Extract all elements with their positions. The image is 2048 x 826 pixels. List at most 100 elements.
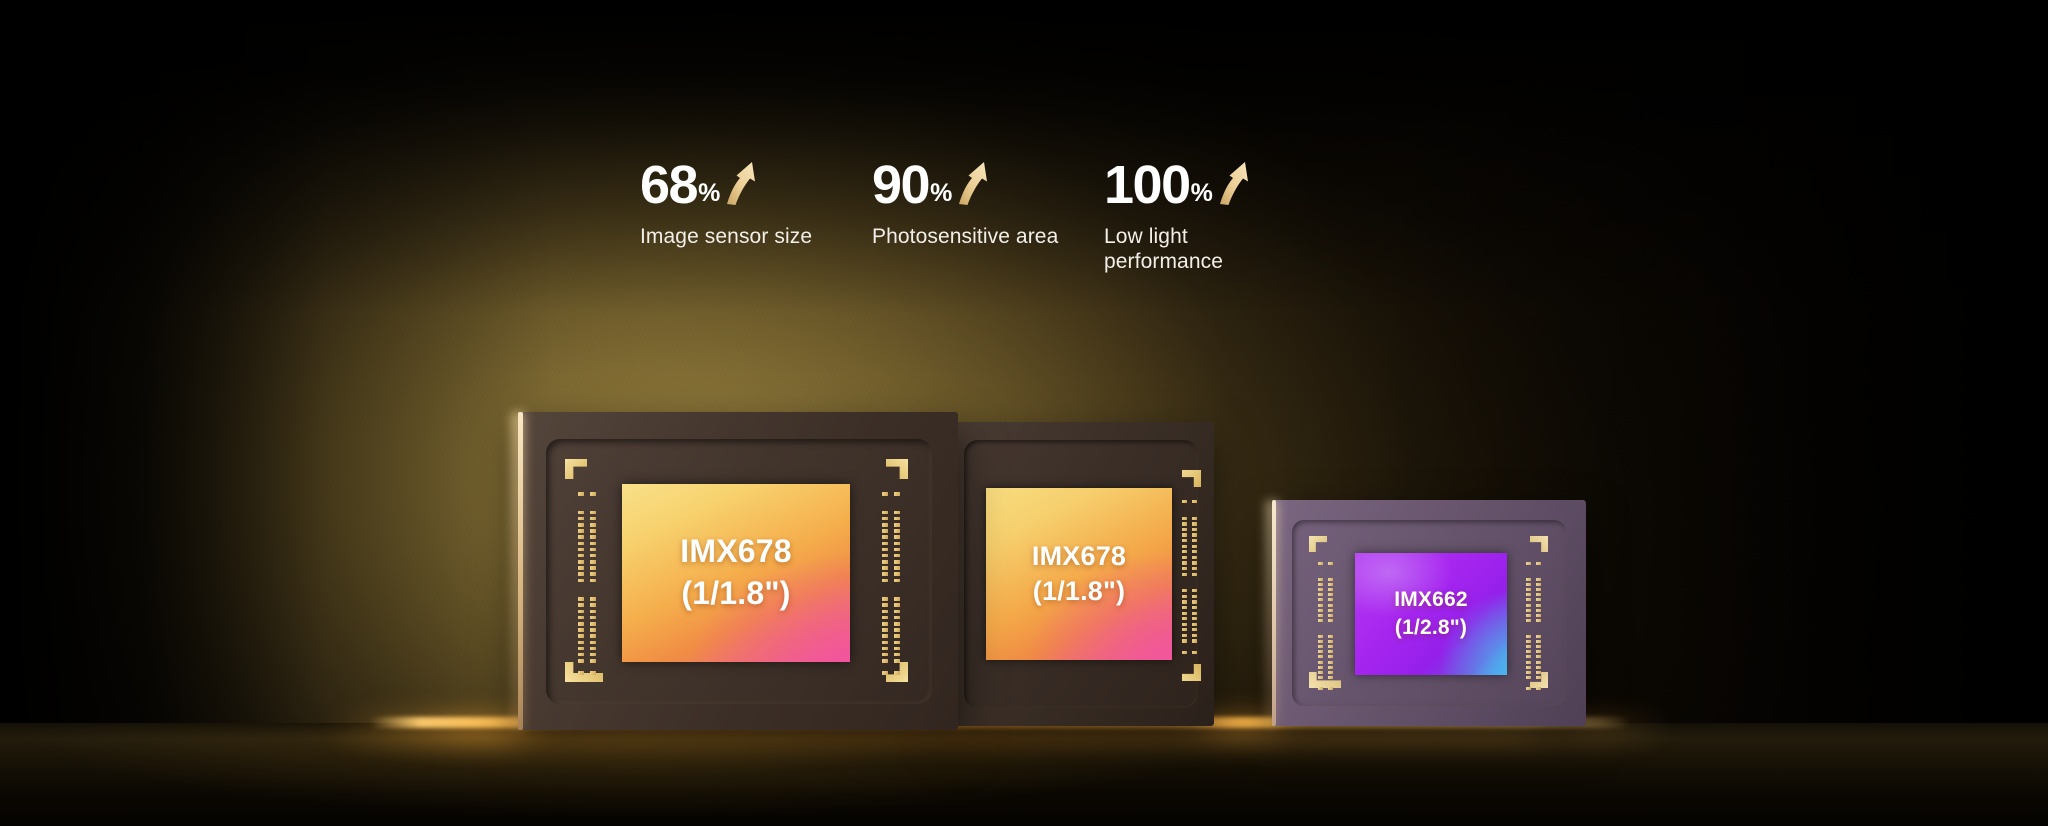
bond-pad — [1526, 670, 1531, 674]
bond-pad — [578, 585, 584, 589]
bond-pad — [590, 522, 596, 527]
bond-pad — [1328, 619, 1333, 623]
bond-pad — [894, 498, 900, 502]
bond-pad — [1536, 572, 1541, 575]
bond-pad — [1536, 681, 1541, 684]
bond-pad — [590, 640, 596, 645]
bond-pad — [578, 535, 584, 539]
bond-pad — [1536, 587, 1541, 591]
bond-pad — [1328, 593, 1333, 597]
bond-pad — [1192, 550, 1197, 554]
bond-pad — [1526, 619, 1531, 623]
bond-pad — [590, 597, 596, 601]
bond-pad — [1182, 527, 1187, 532]
stat-value: 68 — [640, 155, 699, 216]
bond-pad — [1182, 611, 1187, 615]
bond-pad — [578, 652, 584, 657]
bond-pad — [590, 652, 596, 657]
bond-pad — [882, 634, 888, 638]
percent-symbol: % — [930, 179, 953, 207]
bond-pad — [1536, 670, 1541, 674]
bond-pad — [590, 547, 596, 552]
bond-pad — [894, 553, 900, 558]
bond-pad — [1536, 603, 1541, 607]
bond-pad — [578, 609, 584, 614]
stat-value: 90 — [872, 155, 931, 216]
bond-pad — [894, 572, 900, 577]
bond-pad — [1526, 629, 1531, 632]
bond-pad — [578, 510, 584, 515]
sensor-model: IMX662 — [1394, 588, 1468, 612]
bond-pad — [1192, 617, 1197, 621]
bond-pad — [578, 671, 584, 676]
bond-pad — [1318, 562, 1323, 565]
bond-pad — [1192, 605, 1197, 610]
sensor-model: IMX678 — [1031, 540, 1127, 571]
sensor-die-frame: IMX662 (1/2.8") — [1355, 553, 1507, 675]
bond-pad — [1536, 608, 1541, 612]
stat-label: Photosensitive area — [872, 225, 1059, 248]
bond-pad — [590, 498, 596, 502]
bond-pad — [1526, 681, 1531, 684]
percent-symbol: % — [1190, 179, 1213, 207]
bond-pad — [578, 572, 584, 577]
bond-pad — [894, 591, 900, 595]
bond-pad — [1318, 665, 1323, 669]
bond-pad — [1526, 562, 1531, 565]
bond-pad — [578, 665, 584, 669]
trend-up-arrow-icon — [956, 158, 990, 206]
bond-pad — [882, 572, 888, 577]
bond-pad — [1192, 600, 1197, 604]
bond-pad — [1526, 613, 1531, 617]
bond-pad — [894, 646, 900, 651]
bond-pad — [1192, 555, 1197, 559]
bond-pad — [882, 640, 888, 645]
sensor-die-frame: IMX678 (1/1.8") — [622, 484, 850, 662]
bond-pad — [1192, 566, 1197, 571]
bond-pad — [1536, 634, 1541, 638]
stat-value: 100 — [1104, 155, 1191, 216]
bond-pad — [578, 628, 584, 632]
bond-pad — [1526, 686, 1531, 690]
bond-pad — [894, 492, 900, 496]
bond-pad — [1536, 660, 1541, 664]
bond-pad — [1526, 665, 1531, 669]
bond-pad — [1192, 645, 1197, 648]
percent-symbol: % — [698, 179, 721, 207]
stat-photosensitive-area: 90 % Photosensitive area — [872, 150, 1104, 275]
bond-pad — [1318, 619, 1323, 623]
sensor-size: (1/1.8") — [681, 575, 791, 611]
bond-pad — [1192, 633, 1197, 638]
bond-pad — [1182, 544, 1187, 548]
bond-pad — [1182, 578, 1187, 581]
bond-pad — [590, 609, 596, 614]
bond-pad — [1182, 561, 1187, 565]
bond-pad — [590, 659, 596, 663]
bond-pad — [1192, 544, 1197, 548]
bond-pad — [1328, 624, 1333, 627]
bond-pad — [894, 585, 900, 589]
bond-pad — [1526, 598, 1531, 602]
bond-pad — [882, 560, 888, 564]
bond-pad — [882, 492, 888, 496]
bond-pad — [1182, 522, 1187, 526]
bond-pad — [590, 553, 596, 558]
bond-pad — [1318, 660, 1323, 664]
bond-pad — [1536, 655, 1541, 659]
bond-pad — [894, 603, 900, 607]
bond-pad — [590, 591, 596, 595]
bond-pad — [1536, 639, 1541, 643]
bond-pad — [882, 529, 888, 533]
bond-pad — [590, 572, 596, 577]
bond-pad — [1192, 527, 1197, 532]
bond-pad — [1536, 665, 1541, 669]
bond-pad — [578, 504, 584, 508]
bond-pad — [590, 603, 596, 607]
bond-pad — [1318, 608, 1323, 612]
stat-value-row: 68 % — [640, 150, 872, 212]
bond-pad — [882, 597, 888, 601]
stat-label: Low light performance — [1104, 225, 1223, 273]
bond-pad — [590, 628, 596, 632]
